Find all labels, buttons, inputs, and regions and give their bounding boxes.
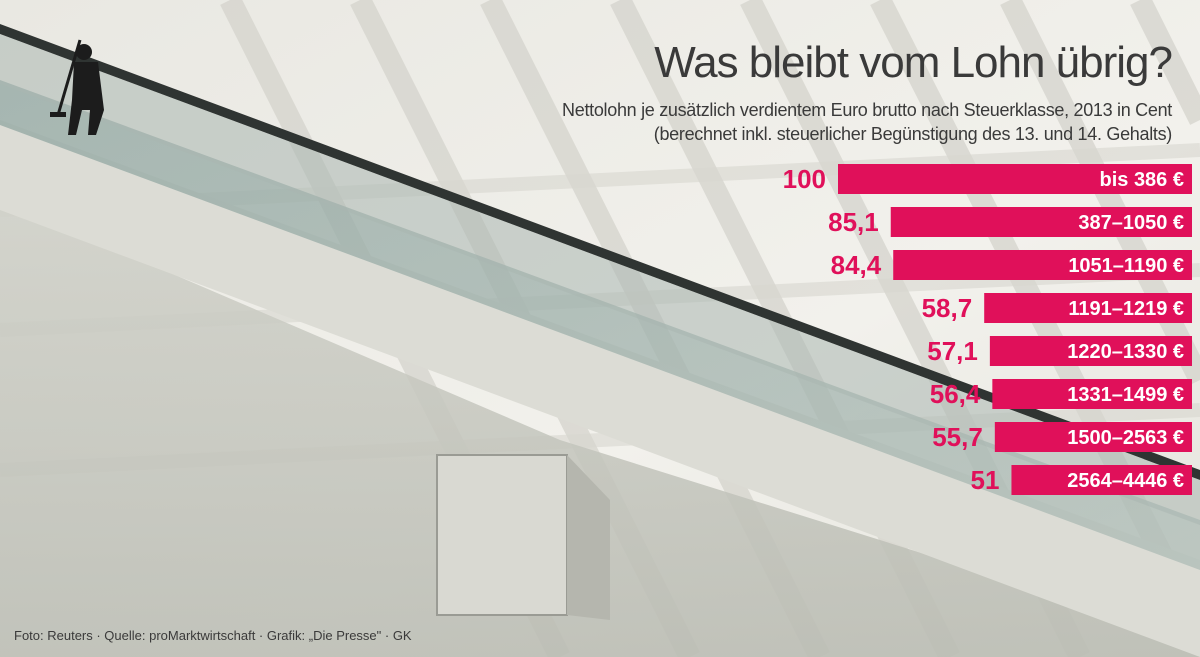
- subtitle-line: Nettolohn je zusätzlich verdientem Euro …: [562, 100, 1172, 120]
- value-label: 55,7: [932, 422, 983, 452]
- category-label: 1500–2563 €: [1067, 427, 1184, 449]
- category-label: 1191–1219 €: [1068, 298, 1184, 320]
- category-label: 2564–4446 €: [1067, 470, 1184, 492]
- bar: [838, 164, 1192, 194]
- value-label: 58,7: [922, 293, 973, 323]
- chart-subtitle: Nettolohn je zusätzlich verdientem Euro …: [512, 98, 1172, 146]
- value-label: 51: [971, 465, 1000, 495]
- category-label: 387–1050 €: [1078, 212, 1184, 234]
- category-label: 1331–1499 €: [1067, 384, 1184, 406]
- bar: [893, 250, 1192, 280]
- category-label: 1051–1190 €: [1068, 255, 1184, 277]
- category-label: bis 386 €: [1099, 169, 1184, 191]
- value-label: 100: [783, 164, 826, 194]
- bar: [994, 422, 1192, 452]
- category-label: 1220–1330 €: [1067, 341, 1184, 363]
- subtitle-line: (berechnet inkl. steuerlicher Begünstigu…: [653, 124, 1173, 144]
- value-label: 57,1: [927, 336, 978, 366]
- bar: [992, 379, 1192, 409]
- value-label: 56,4: [930, 379, 981, 409]
- value-label: 85,1: [828, 207, 879, 237]
- bar: [890, 207, 1192, 237]
- bar: [989, 336, 1192, 366]
- bar: [1011, 465, 1192, 495]
- chart-title: Was bleibt vom Lohn übrig?: [654, 38, 1173, 87]
- bar: [984, 293, 1192, 323]
- source-credit: Foto: Reuters · Quelle: proMarktwirtscha…: [14, 628, 412, 643]
- value-label: 84,4: [831, 250, 882, 280]
